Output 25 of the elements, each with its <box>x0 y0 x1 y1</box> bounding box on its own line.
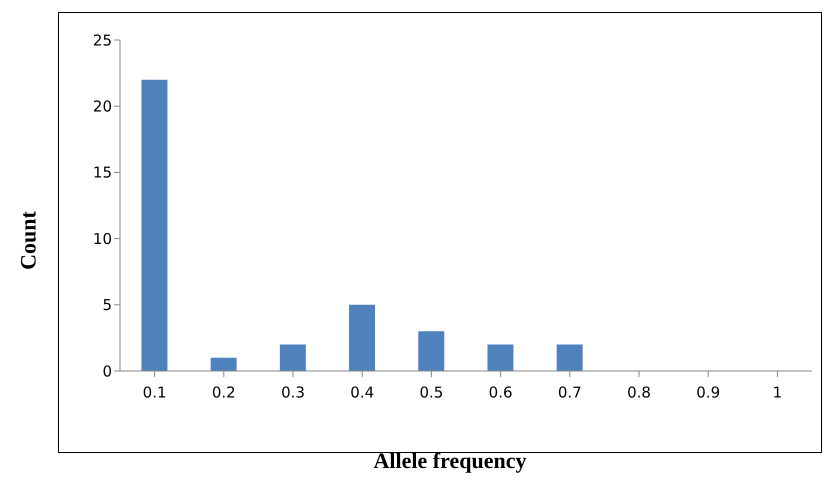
x-tick-label: 1 <box>772 384 782 402</box>
bar <box>556 344 583 371</box>
y-tick-label: 5 <box>102 296 112 314</box>
y-tick-label: 25 <box>92 31 112 50</box>
y-axis-title: Count <box>16 210 40 270</box>
y-tick-label: 10 <box>92 230 112 248</box>
bar <box>210 358 237 371</box>
x-tick-label: 0.1 <box>142 384 167 402</box>
x-tick-label: 0.5 <box>419 384 444 402</box>
x-tick-label: 0.6 <box>488 384 513 402</box>
x-tick-label: 0.9 <box>696 384 720 402</box>
y-tick-label: 20 <box>92 98 112 116</box>
x-tick-label: 0.7 <box>558 384 582 402</box>
bar <box>141 80 168 371</box>
y-tick-label: 15 <box>92 164 112 182</box>
x-tick-label: 0.4 <box>350 384 374 402</box>
y-tick-label: 0 <box>102 362 112 380</box>
x-axis-title: Allele frequency <box>374 448 526 473</box>
bar <box>349 304 376 371</box>
x-tick-label: 0.2 <box>212 384 236 402</box>
bar <box>487 344 514 371</box>
bar <box>280 344 306 371</box>
bar <box>418 331 444 371</box>
x-tick-label: 0.8 <box>627 384 651 402</box>
x-tick-label: 0.3 <box>281 384 305 402</box>
